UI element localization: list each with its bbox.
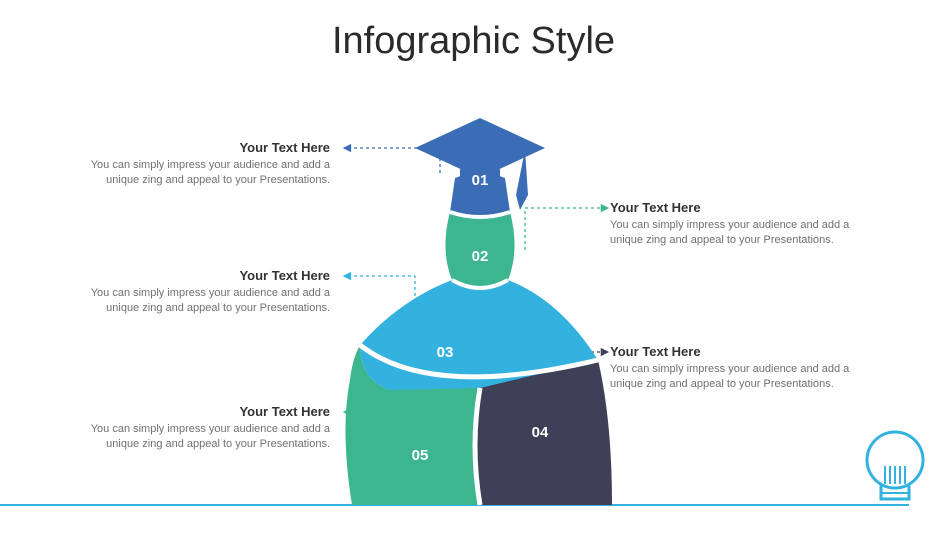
segment-number-02: 02 bbox=[460, 248, 500, 265]
callout-body: You can simply impress your audience and… bbox=[610, 362, 870, 392]
segment-number-04: 04 bbox=[520, 424, 560, 441]
callout-title: Your Text Here bbox=[610, 344, 870, 359]
segment-number-05: 05 bbox=[400, 447, 440, 464]
callout-3: Your Text Here You can simply impress you… bbox=[70, 404, 330, 452]
infographic-stage: Infographic Style 0102030405 Your Text H… bbox=[0, 0, 947, 533]
callout-title: Your Text Here bbox=[70, 404, 330, 419]
graduate-figure bbox=[0, 0, 947, 533]
segment-number-03: 03 bbox=[425, 344, 465, 361]
connector-arrow-icon: ► bbox=[598, 344, 612, 358]
callout-2: Your Text Here You can simply impress you… bbox=[70, 268, 330, 316]
connector-arrow-icon: ◄ bbox=[340, 404, 354, 418]
callout-title: Your Text Here bbox=[610, 200, 870, 215]
connector-arrow-icon: ◄ bbox=[340, 268, 354, 282]
callout-body: You can simply impress your audience and… bbox=[610, 218, 870, 248]
callout-title: Your Text Here bbox=[70, 268, 330, 283]
callout-title: Your Text Here bbox=[70, 140, 330, 155]
segment-number-01: 01 bbox=[460, 172, 500, 189]
connector-arrow-icon: ◄ bbox=[340, 140, 354, 154]
callout-body: You can simply impress your audience and… bbox=[70, 158, 330, 188]
callout-body: You can simply impress your audience and… bbox=[70, 422, 330, 452]
callout-4: Your Text Here You can simply impress you… bbox=[610, 200, 870, 248]
connector-arrow-icon: ► bbox=[598, 200, 612, 214]
callout-5: Your Text Here You can simply impress you… bbox=[610, 344, 870, 392]
callout-1: Your Text Here You can simply impress you… bbox=[70, 140, 330, 188]
callout-body: You can simply impress your audience and… bbox=[70, 286, 330, 316]
